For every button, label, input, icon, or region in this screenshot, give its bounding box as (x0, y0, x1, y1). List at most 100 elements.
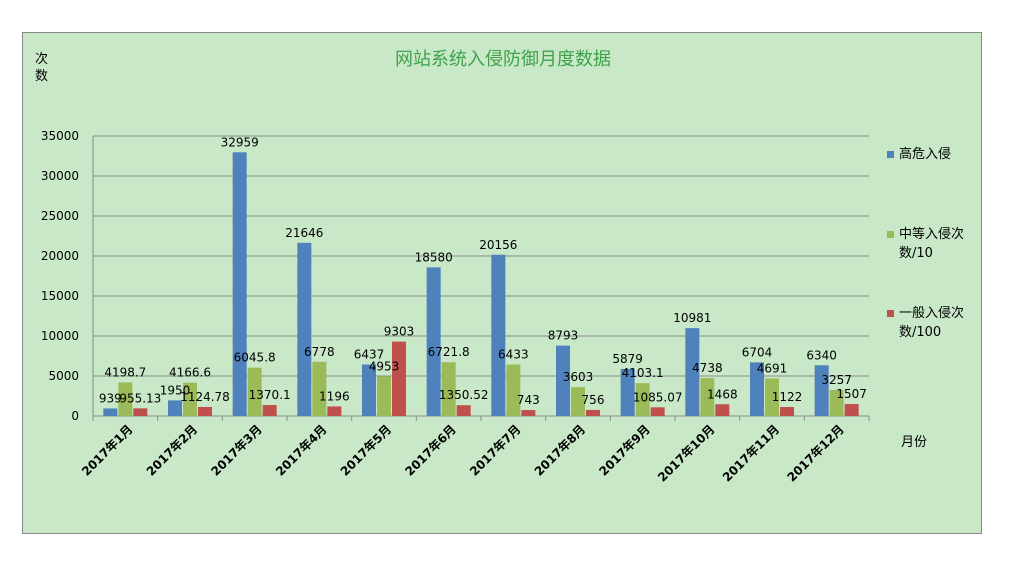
x-tick-label: 2017年6月 (402, 422, 459, 479)
data-label: 6704 (742, 345, 773, 359)
bar (650, 407, 665, 416)
data-label: 3257 (821, 373, 852, 387)
legend-label-low: 一般入侵次数/100 (899, 306, 965, 340)
data-label: 955.13 (119, 391, 161, 405)
bar (700, 378, 715, 416)
data-label: 6778 (304, 345, 335, 359)
x-tick-label: 2017年8月 (531, 422, 588, 479)
data-label: 20156 (479, 238, 517, 252)
bar (780, 407, 794, 416)
data-label: 4198.7 (104, 365, 146, 379)
bar (586, 409, 600, 416)
x-tick-label: 2017年4月 (272, 422, 329, 479)
legend-swatch-medium (887, 231, 894, 238)
bar (715, 404, 730, 416)
x-tick-label: 2017年5月 (337, 422, 394, 479)
bar (232, 152, 247, 416)
bar (118, 382, 133, 416)
data-label: 4738 (692, 361, 723, 375)
bar (829, 389, 844, 416)
data-label: 8793 (548, 329, 579, 343)
x-tick-label: 2017年1月 (78, 422, 135, 479)
data-label: 6340 (806, 348, 837, 362)
data-label: 4166.6 (169, 366, 211, 380)
bar (183, 382, 197, 416)
data-label: 6045.8 (234, 351, 276, 365)
bar (168, 400, 182, 416)
bar (247, 367, 262, 416)
bar (556, 345, 570, 416)
data-label: 18580 (415, 250, 453, 264)
data-label: 6721.8 (428, 345, 470, 359)
data-label: 21646 (285, 226, 323, 240)
data-label: 1468 (707, 387, 738, 401)
bar (198, 407, 212, 416)
data-label: 1950 (160, 383, 191, 397)
bar (814, 365, 829, 416)
bar (620, 368, 635, 416)
y-tick-label: 15000 (41, 289, 79, 303)
bar (426, 267, 441, 416)
legend-swatch-low (887, 310, 894, 317)
bar (635, 383, 650, 416)
x-tick-label: 2017年7月 (466, 422, 523, 479)
y-tick-label: 25000 (41, 209, 79, 223)
data-label: 5879 (612, 352, 643, 366)
data-label: 4953 (369, 359, 400, 373)
bar (750, 362, 764, 416)
bar (765, 378, 779, 416)
bar (521, 410, 536, 416)
bar (327, 406, 342, 416)
bar (392, 341, 406, 416)
x-tick-label: 2017年3月 (208, 422, 265, 479)
data-label: 6433 (498, 348, 529, 362)
data-label: 1507 (836, 387, 867, 401)
data-label: 756 (582, 393, 605, 407)
data-label: 1350.52 (439, 388, 489, 402)
chart-title: 网站系统入侵防御月度数据 (395, 49, 611, 70)
data-label: 1122 (772, 390, 803, 404)
bar (685, 328, 700, 416)
bar (133, 408, 148, 416)
x-tick-label: 2017年11月 (719, 422, 782, 485)
bar (491, 254, 506, 416)
data-label: 9303 (384, 325, 415, 339)
x-tick-label: 2017年12月 (784, 422, 847, 485)
x-tick-label: 2017年2月 (143, 422, 200, 479)
data-label: 1085.07 (633, 390, 683, 404)
data-label: 1370.1 (249, 388, 291, 402)
legend-swatch-high (887, 151, 894, 158)
x-tick-label: 2017年10月 (654, 422, 717, 485)
bar (362, 364, 376, 416)
data-label: 4103.1 (622, 366, 664, 380)
y-tick-label: 35000 (41, 129, 79, 143)
x-tick-label: 2017年9月 (596, 422, 653, 479)
bar (103, 408, 118, 416)
y-tick-label: 10000 (41, 329, 79, 343)
data-label: 32959 (221, 135, 259, 149)
data-label: 4691 (757, 361, 788, 375)
plot-area: 0 5000 10000 15000 20000 25000 30000 35000 939 19… (41, 129, 870, 485)
y-tick-label: 20000 (41, 249, 79, 263)
y-tick-label: 0 (71, 409, 79, 423)
data-label: 743 (517, 393, 540, 407)
bar (262, 405, 277, 416)
data-label: 10981 (673, 311, 711, 325)
legend-label-medium: 中等入侵次数/10 (899, 227, 965, 261)
chart-frame: 0 5000 10000 15000 20000 25000 30000 35000 939 19… (22, 32, 982, 534)
bar (456, 405, 471, 416)
x-axis-label: 月份 (901, 435, 928, 450)
bar (297, 242, 312, 416)
y-tick-label: 5000 (48, 369, 79, 383)
bar (571, 387, 585, 416)
data-label: 3603 (563, 370, 594, 384)
bar (506, 364, 521, 416)
legend-label-high: 高危入侵 (899, 147, 952, 162)
y-axis-label: 次数 (35, 52, 49, 84)
data-label: 6437 (354, 348, 385, 362)
data-label: 1196 (319, 389, 350, 403)
bar (844, 403, 859, 416)
data-label: 1124.78 (180, 390, 230, 404)
bar (312, 361, 327, 416)
bar (441, 362, 456, 416)
